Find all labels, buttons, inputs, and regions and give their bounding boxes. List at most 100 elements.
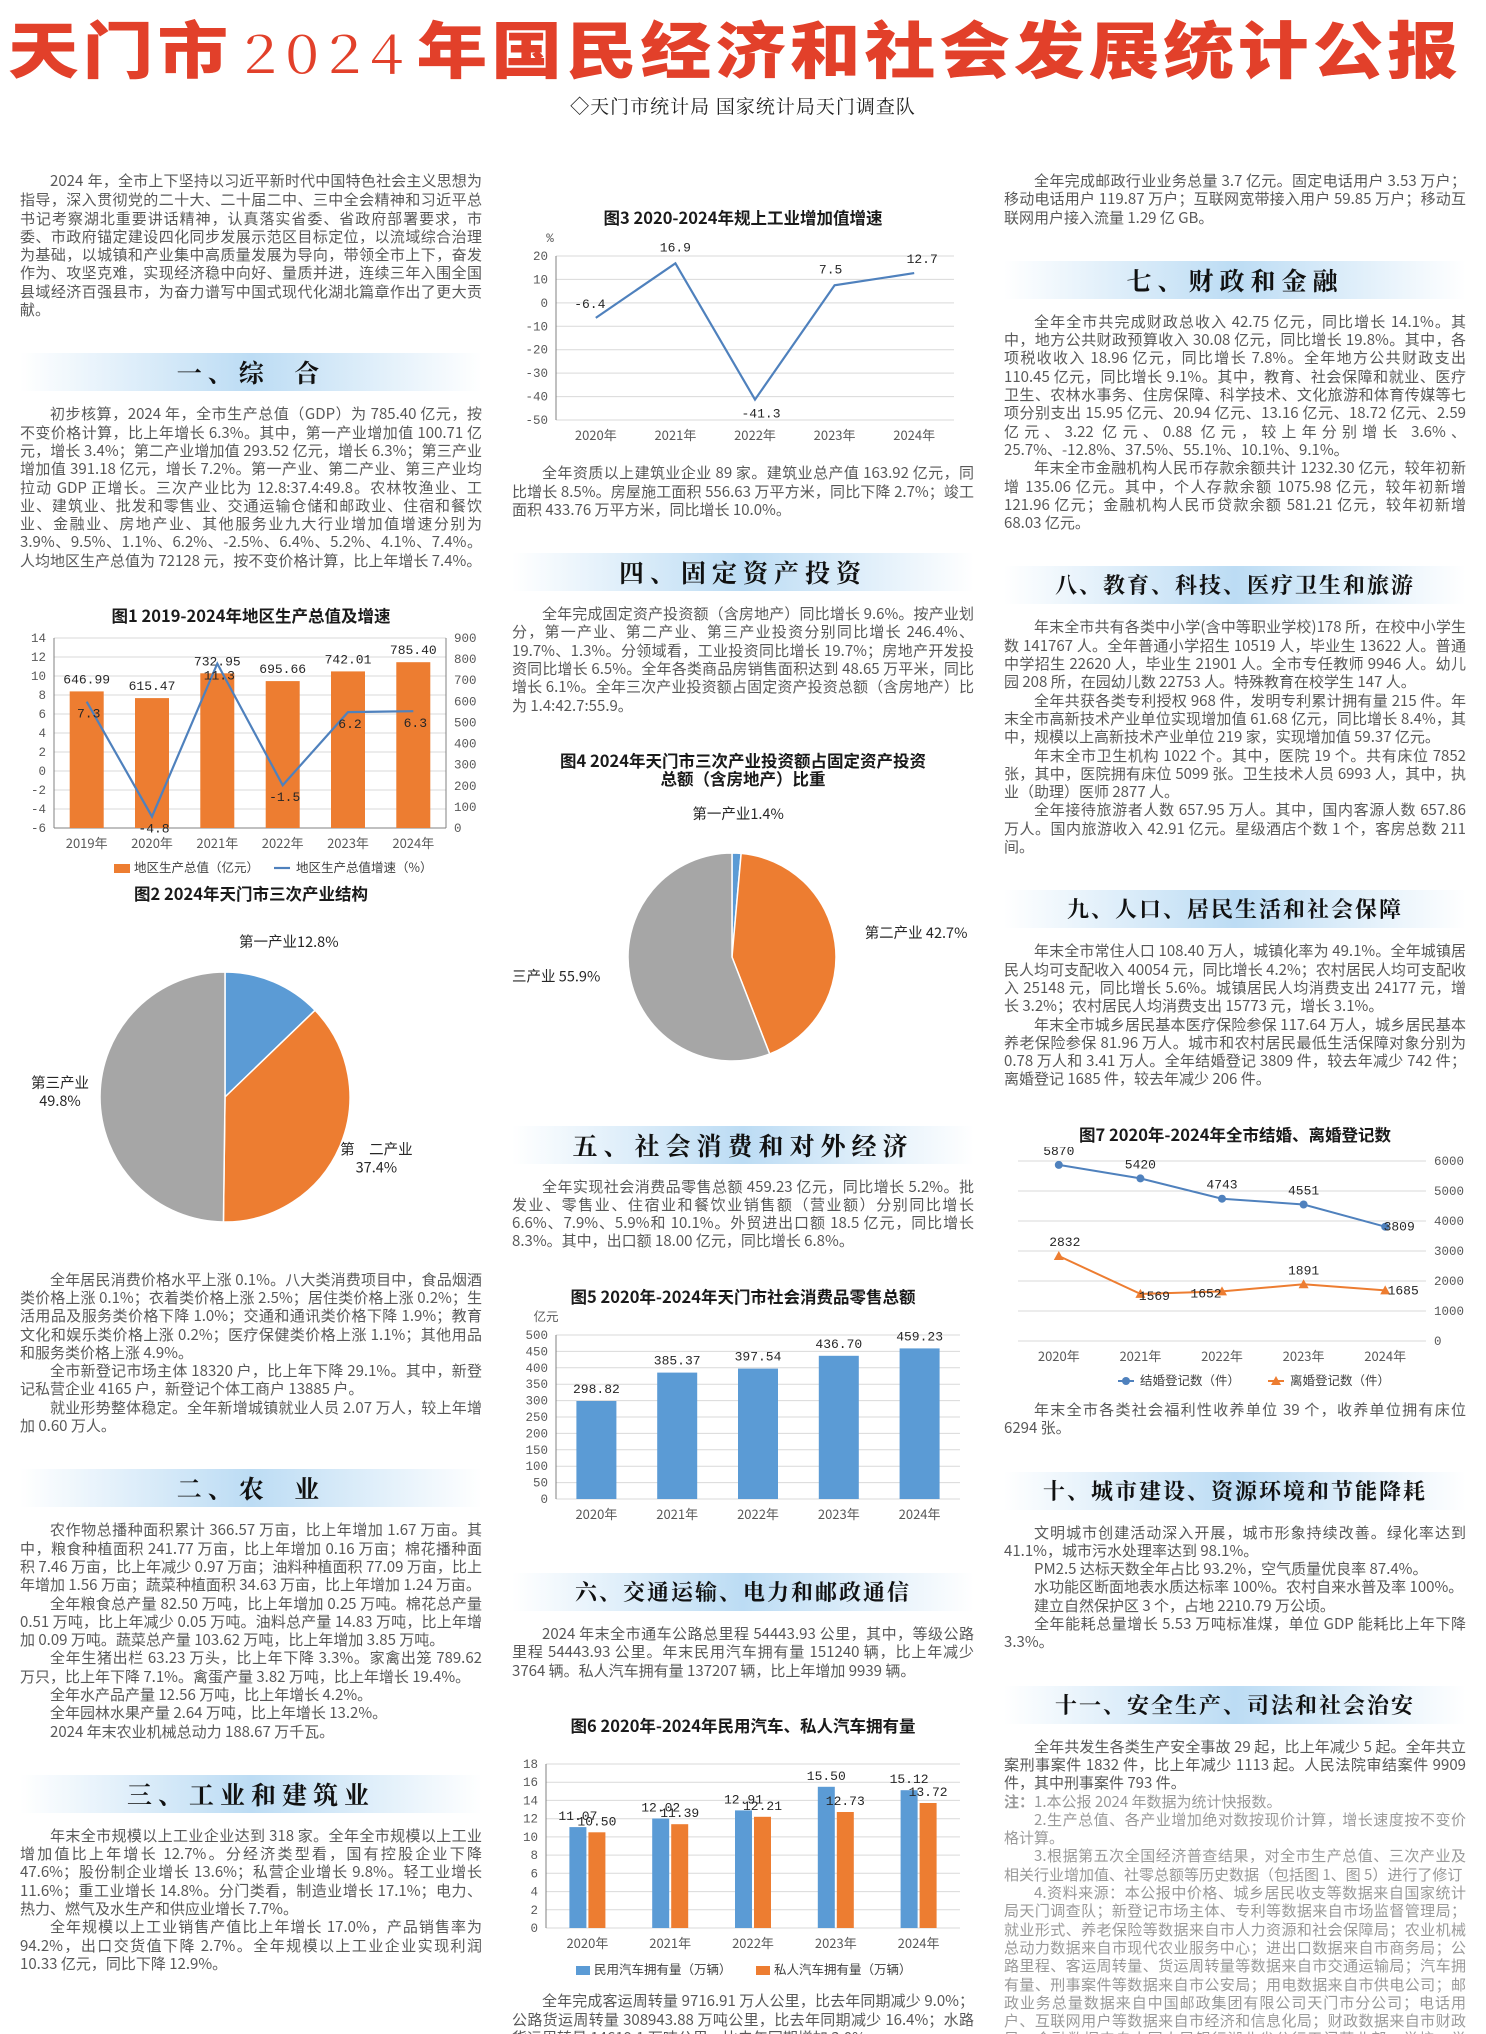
- svg-text:10: 10: [523, 1831, 538, 1845]
- svg-text:2021年: 2021年: [1119, 1346, 1161, 1365]
- svg-text:离婚登记数（件）: 离婚登记数（件）: [1290, 1370, 1390, 1389]
- svg-text:-41.3: -41.3: [741, 407, 780, 422]
- svg-text:-50: -50: [525, 414, 548, 428]
- svg-text:2024年: 2024年: [392, 833, 434, 852]
- svg-text:6000: 6000: [1434, 1155, 1464, 1169]
- svg-text:11.39: 11.39: [660, 1806, 699, 1821]
- svg-text:2024年: 2024年: [899, 1504, 941, 1523]
- svg-text:4743: 4743: [1206, 1178, 1237, 1193]
- svg-text:2021年: 2021年: [654, 425, 696, 444]
- svg-text:0: 0: [540, 297, 548, 311]
- svg-text:6: 6: [38, 708, 46, 722]
- svg-text:2020年: 2020年: [575, 425, 617, 444]
- svg-text:私人汽车拥有量（万辆）: 私人汽车拥有量（万辆）: [774, 1959, 912, 1978]
- svg-text:2024年: 2024年: [898, 1933, 940, 1952]
- svg-text:2023年: 2023年: [815, 1933, 857, 1952]
- svg-text:2021年: 2021年: [196, 833, 238, 852]
- svg-text:2832: 2832: [1049, 1235, 1080, 1250]
- svg-text:250: 250: [525, 1411, 548, 1425]
- svg-text:2022年: 2022年: [262, 833, 304, 852]
- svg-text:结婚登记数（件）: 结婚登记数（件）: [1140, 1370, 1240, 1389]
- svg-text:2022年: 2022年: [734, 425, 776, 444]
- svg-text:第三产业 55.9%: 第三产业 55.9%: [512, 965, 600, 986]
- svg-text:459.23: 459.23: [896, 1329, 943, 1344]
- svg-text:12.73: 12.73: [826, 1794, 865, 1809]
- svg-text:800: 800: [454, 653, 477, 667]
- svg-text:0: 0: [540, 1493, 548, 1507]
- svg-text:300: 300: [525, 1395, 548, 1409]
- svg-text:436.70: 436.70: [815, 1337, 862, 1352]
- svg-text:2020年: 2020年: [131, 833, 173, 852]
- svg-text:50: 50: [533, 1477, 548, 1491]
- svg-text:615.47: 615.47: [129, 679, 176, 694]
- svg-text:2024年: 2024年: [893, 425, 935, 444]
- svg-text:2022年: 2022年: [1201, 1346, 1243, 1365]
- svg-text:4000: 4000: [1434, 1215, 1464, 1229]
- svg-text:12.21: 12.21: [743, 1799, 782, 1814]
- svg-text:2021年: 2021年: [649, 1933, 691, 1952]
- svg-text:10.50: 10.50: [577, 1815, 616, 1830]
- svg-text:10: 10: [31, 670, 46, 684]
- svg-text:-1.5: -1.5: [269, 791, 300, 806]
- svg-text:5420: 5420: [1125, 1157, 1156, 1172]
- svg-text:1000: 1000: [1434, 1305, 1464, 1319]
- svg-text:12.7: 12.7: [907, 252, 938, 267]
- svg-text:第二产业 42.7%: 第二产业 42.7%: [865, 922, 968, 943]
- svg-text:397.54: 397.54: [735, 1350, 782, 1365]
- svg-text:100: 100: [454, 801, 477, 815]
- svg-text:2023年: 2023年: [814, 425, 856, 444]
- svg-text:3000: 3000: [1434, 1245, 1464, 1259]
- svg-text:350: 350: [525, 1378, 548, 1392]
- svg-text:150: 150: [525, 1444, 548, 1458]
- svg-text:5870: 5870: [1043, 1147, 1074, 1159]
- svg-text:200: 200: [525, 1427, 548, 1441]
- svg-text:20: 20: [533, 250, 548, 264]
- svg-text:8: 8: [38, 689, 46, 703]
- svg-text:第一产业1.4%: 第一产业1.4%: [692, 803, 783, 824]
- svg-text:18: 18: [523, 1758, 538, 1772]
- svg-text:2022年: 2022年: [737, 1504, 779, 1523]
- svg-text:2024年: 2024年: [1364, 1346, 1406, 1365]
- svg-text:亿元: 亿元: [533, 1309, 558, 1325]
- svg-text:14: 14: [31, 632, 46, 646]
- svg-text:6.3: 6.3: [404, 717, 427, 732]
- svg-text:6.2: 6.2: [338, 717, 361, 732]
- svg-text:100: 100: [525, 1460, 548, 1474]
- svg-text:450: 450: [525, 1345, 548, 1359]
- svg-text:2020年: 2020年: [575, 1504, 617, 1523]
- svg-text:700: 700: [454, 675, 477, 689]
- svg-text:646.99: 646.99: [63, 673, 110, 688]
- svg-text:0: 0: [1434, 1335, 1442, 1349]
- svg-text:500: 500: [525, 1329, 548, 1343]
- svg-text:900: 900: [454, 632, 477, 646]
- svg-text:0: 0: [454, 822, 462, 836]
- svg-text:2021年: 2021年: [656, 1504, 698, 1523]
- svg-text:12: 12: [31, 651, 46, 665]
- svg-text:-6.4: -6.4: [574, 297, 605, 312]
- svg-text:-10: -10: [525, 321, 548, 335]
- svg-text:2023年: 2023年: [1283, 1346, 1325, 1365]
- svg-text:695.66: 695.66: [259, 662, 306, 677]
- svg-text:11.3: 11.3: [204, 669, 235, 684]
- svg-text:2022年: 2022年: [732, 1933, 774, 1952]
- svg-text:2023年: 2023年: [327, 833, 369, 852]
- svg-text:300: 300: [454, 759, 477, 773]
- svg-text:8: 8: [530, 1849, 538, 1863]
- svg-text:2020年: 2020年: [1038, 1346, 1080, 1365]
- svg-text:2019年: 2019年: [66, 833, 108, 852]
- svg-text:1891: 1891: [1288, 1263, 1319, 1278]
- svg-text:49.8%: 49.8%: [39, 1090, 81, 1111]
- svg-text:-40: -40: [525, 391, 548, 405]
- svg-text:16.9: 16.9: [660, 241, 691, 256]
- svg-text:2000: 2000: [1434, 1275, 1464, 1289]
- svg-text:15.50: 15.50: [807, 1769, 846, 1784]
- svg-text:200: 200: [454, 780, 477, 794]
- svg-text:14: 14: [523, 1795, 538, 1809]
- svg-text:2: 2: [38, 746, 46, 760]
- svg-text:4: 4: [38, 727, 46, 741]
- svg-text:-2: -2: [31, 784, 46, 798]
- svg-text:7.3: 7.3: [77, 707, 100, 722]
- svg-text:1685: 1685: [1388, 1283, 1419, 1298]
- svg-text:2023年: 2023年: [818, 1504, 860, 1523]
- svg-text:13.72: 13.72: [909, 1785, 948, 1800]
